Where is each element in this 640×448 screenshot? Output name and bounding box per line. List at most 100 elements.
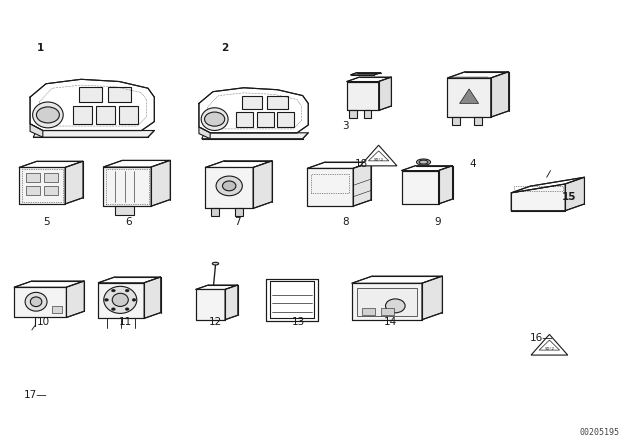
- Text: 7: 7: [234, 217, 241, 227]
- Polygon shape: [103, 167, 151, 206]
- Polygon shape: [353, 162, 371, 206]
- Polygon shape: [357, 288, 417, 316]
- Ellipse shape: [30, 297, 42, 306]
- Ellipse shape: [104, 286, 137, 314]
- Text: 14: 14: [384, 317, 397, 327]
- Polygon shape: [99, 277, 161, 283]
- Polygon shape: [103, 160, 170, 167]
- Text: 10: 10: [36, 317, 49, 327]
- Polygon shape: [266, 279, 318, 321]
- Polygon shape: [225, 285, 238, 320]
- Polygon shape: [26, 173, 40, 182]
- Text: 1: 1: [36, 43, 44, 53]
- Polygon shape: [196, 285, 238, 289]
- Polygon shape: [452, 117, 460, 125]
- Ellipse shape: [201, 108, 228, 130]
- Text: 11: 11: [119, 317, 132, 327]
- Text: 9: 9: [435, 217, 442, 227]
- Polygon shape: [257, 112, 273, 127]
- Ellipse shape: [223, 181, 236, 191]
- Polygon shape: [511, 177, 584, 193]
- Ellipse shape: [385, 299, 405, 313]
- Polygon shape: [67, 281, 84, 318]
- Circle shape: [104, 298, 108, 301]
- Circle shape: [36, 107, 60, 123]
- Polygon shape: [352, 276, 442, 283]
- Bar: [22, 169, 63, 202]
- Polygon shape: [474, 117, 481, 125]
- Circle shape: [205, 112, 225, 126]
- Polygon shape: [79, 87, 102, 102]
- Ellipse shape: [112, 293, 128, 306]
- Polygon shape: [30, 124, 43, 137]
- Polygon shape: [364, 111, 371, 118]
- Polygon shape: [115, 206, 134, 215]
- Ellipse shape: [417, 159, 431, 165]
- Circle shape: [132, 298, 136, 301]
- Polygon shape: [531, 334, 568, 355]
- Text: 15: 15: [562, 192, 577, 202]
- Polygon shape: [65, 161, 83, 204]
- Polygon shape: [460, 89, 479, 103]
- Polygon shape: [242, 95, 262, 109]
- Polygon shape: [73, 106, 92, 124]
- Text: 4: 4: [470, 159, 476, 169]
- Polygon shape: [491, 72, 509, 117]
- Polygon shape: [511, 184, 565, 211]
- Ellipse shape: [216, 176, 243, 196]
- Ellipse shape: [25, 293, 47, 311]
- Text: 18: 18: [355, 159, 368, 169]
- Polygon shape: [211, 208, 219, 216]
- Polygon shape: [369, 151, 389, 161]
- Polygon shape: [52, 306, 62, 313]
- Polygon shape: [33, 130, 154, 137]
- Polygon shape: [351, 73, 381, 75]
- Polygon shape: [277, 112, 294, 127]
- Polygon shape: [108, 87, 131, 102]
- Polygon shape: [253, 161, 272, 208]
- Bar: [311, 174, 349, 193]
- Polygon shape: [447, 72, 509, 78]
- Text: 3: 3: [342, 121, 349, 131]
- Text: 2: 2: [221, 43, 228, 53]
- Polygon shape: [144, 277, 161, 319]
- Polygon shape: [19, 161, 83, 168]
- Polygon shape: [307, 168, 353, 206]
- Circle shape: [111, 308, 115, 310]
- Polygon shape: [347, 82, 379, 111]
- Polygon shape: [362, 308, 375, 315]
- Ellipse shape: [419, 160, 428, 164]
- Circle shape: [125, 308, 129, 310]
- Polygon shape: [26, 186, 40, 195]
- Polygon shape: [196, 289, 225, 320]
- Polygon shape: [44, 173, 58, 182]
- Text: 00205195: 00205195: [579, 428, 620, 437]
- Polygon shape: [151, 160, 170, 206]
- Polygon shape: [235, 208, 243, 216]
- Polygon shape: [99, 283, 144, 319]
- Text: 12: 12: [209, 317, 221, 327]
- Polygon shape: [237, 112, 253, 127]
- Polygon shape: [401, 166, 452, 171]
- Polygon shape: [44, 186, 58, 195]
- Text: 5: 5: [43, 217, 49, 227]
- Polygon shape: [360, 145, 397, 166]
- Text: 16—: 16—: [531, 332, 554, 343]
- Polygon shape: [352, 283, 422, 320]
- Polygon shape: [205, 161, 272, 168]
- Text: 8: 8: [342, 217, 349, 227]
- Bar: [514, 186, 563, 191]
- Circle shape: [111, 289, 115, 292]
- Text: 17—: 17—: [24, 390, 47, 401]
- Polygon shape: [422, 276, 442, 320]
- Polygon shape: [199, 88, 308, 133]
- Polygon shape: [30, 79, 154, 130]
- Polygon shape: [540, 340, 559, 350]
- Polygon shape: [565, 177, 584, 211]
- Bar: [106, 169, 148, 204]
- Polygon shape: [438, 166, 452, 204]
- Polygon shape: [307, 162, 371, 168]
- Circle shape: [125, 289, 129, 292]
- Polygon shape: [401, 171, 438, 204]
- Polygon shape: [447, 78, 491, 117]
